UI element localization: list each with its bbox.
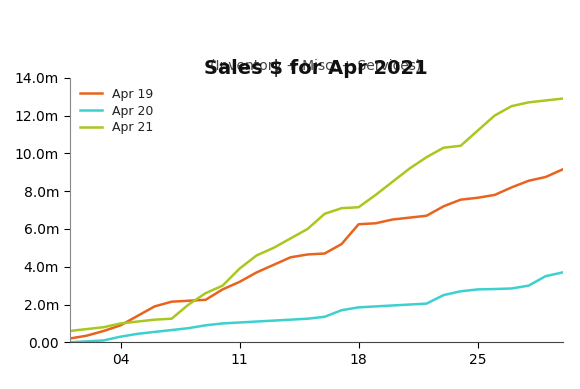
Apr 19 (389, 217, 396, 222)
Apr 19 (168, 300, 175, 304)
Apr 20 (66, 340, 73, 345)
Apr 20 (508, 286, 515, 291)
Apr 19 (66, 336, 73, 341)
Apr 21 (457, 144, 464, 148)
Apr 21 (134, 319, 141, 324)
Apr 19 (542, 175, 549, 179)
Apr 21 (542, 98, 549, 103)
Apr 19 (253, 270, 260, 275)
Apr 19 (355, 222, 362, 226)
Apr 21 (202, 291, 209, 296)
Apr 19 (151, 304, 158, 309)
Apr 20 (168, 328, 175, 332)
Apr 19 (304, 252, 311, 257)
Apr 19 (134, 314, 141, 318)
Line: Apr 21: Apr 21 (70, 98, 563, 331)
Apr 21 (304, 227, 311, 231)
Apr 20 (287, 317, 294, 322)
Apr 19 (219, 287, 226, 292)
Apr 20 (236, 320, 243, 325)
Apr 20 (151, 329, 158, 334)
Apr 20 (117, 334, 124, 339)
Title: Sales $ for Apr 2021: Sales $ for Apr 2021 (204, 59, 428, 78)
Apr 19 (372, 221, 379, 226)
Apr 21 (406, 166, 413, 171)
Apr 21 (219, 283, 226, 288)
Apr 21 (151, 317, 158, 322)
Apr 20 (491, 287, 498, 291)
Apr 21 (525, 100, 532, 105)
Apr 21 (338, 206, 345, 210)
Text: (Inventory + Misc. + Services): (Inventory + Misc. + Services) (211, 58, 422, 72)
Apr 20 (253, 319, 260, 324)
Apr 19 (474, 195, 481, 200)
Apr 19 (321, 251, 328, 256)
Apr 21 (287, 236, 294, 241)
Apr 21 (491, 113, 498, 118)
Apr 20 (338, 308, 345, 312)
Apr 19 (270, 263, 277, 267)
Apr 21 (440, 145, 447, 150)
Apr 19 (440, 204, 447, 209)
Apr 20 (100, 338, 107, 343)
Apr 21 (355, 205, 362, 210)
Apr 21 (253, 253, 260, 258)
Apr 21 (474, 128, 481, 133)
Apr 20 (559, 270, 566, 275)
Apr 19 (100, 329, 107, 333)
Apr 20 (219, 321, 226, 326)
Apr 19 (525, 179, 532, 183)
Apr 20 (389, 303, 396, 308)
Apr 21 (168, 316, 175, 321)
Apr 20 (185, 326, 192, 331)
Apr 19 (236, 280, 243, 284)
Apr 19 (491, 193, 498, 197)
Apr 20 (134, 331, 141, 336)
Apr 20 (474, 287, 481, 292)
Apr 21 (83, 327, 90, 331)
Apr 19 (406, 215, 413, 220)
Apr 19 (559, 167, 566, 172)
Apr 19 (83, 333, 90, 338)
Apr 20 (406, 302, 413, 307)
Apr 19 (117, 323, 124, 328)
Legend: Apr 19, Apr 20, Apr 21: Apr 19, Apr 20, Apr 21 (76, 84, 157, 138)
Apr 20 (83, 339, 90, 344)
Apr 20 (372, 304, 379, 309)
Apr 20 (355, 305, 362, 310)
Apr 19 (202, 298, 209, 302)
Apr 19 (508, 185, 515, 190)
Apr 21 (100, 325, 107, 329)
Apr 21 (372, 193, 379, 197)
Apr 20 (423, 301, 430, 306)
Apr 19 (338, 242, 345, 246)
Apr 20 (304, 316, 311, 321)
Line: Apr 20: Apr 20 (70, 272, 563, 342)
Apr 19 (287, 255, 294, 259)
Line: Apr 19: Apr 19 (70, 170, 563, 338)
Apr 20 (457, 289, 464, 294)
Apr 20 (525, 283, 532, 288)
Apr 21 (185, 302, 192, 307)
Apr 19 (423, 214, 430, 218)
Apr 20 (202, 323, 209, 328)
Apr 21 (117, 321, 124, 326)
Apr 19 (457, 197, 464, 202)
Apr 19 (185, 298, 192, 303)
Apr 21 (66, 329, 73, 333)
Apr 20 (542, 274, 549, 279)
Apr 21 (236, 266, 243, 271)
Apr 21 (423, 155, 430, 159)
Apr 21 (321, 212, 328, 216)
Apr 21 (389, 179, 396, 184)
Apr 21 (270, 245, 277, 250)
Apr 21 (508, 104, 515, 109)
Apr 20 (270, 318, 277, 323)
Apr 20 (440, 293, 447, 298)
Apr 21 (559, 96, 566, 101)
Apr 20 (321, 314, 328, 319)
